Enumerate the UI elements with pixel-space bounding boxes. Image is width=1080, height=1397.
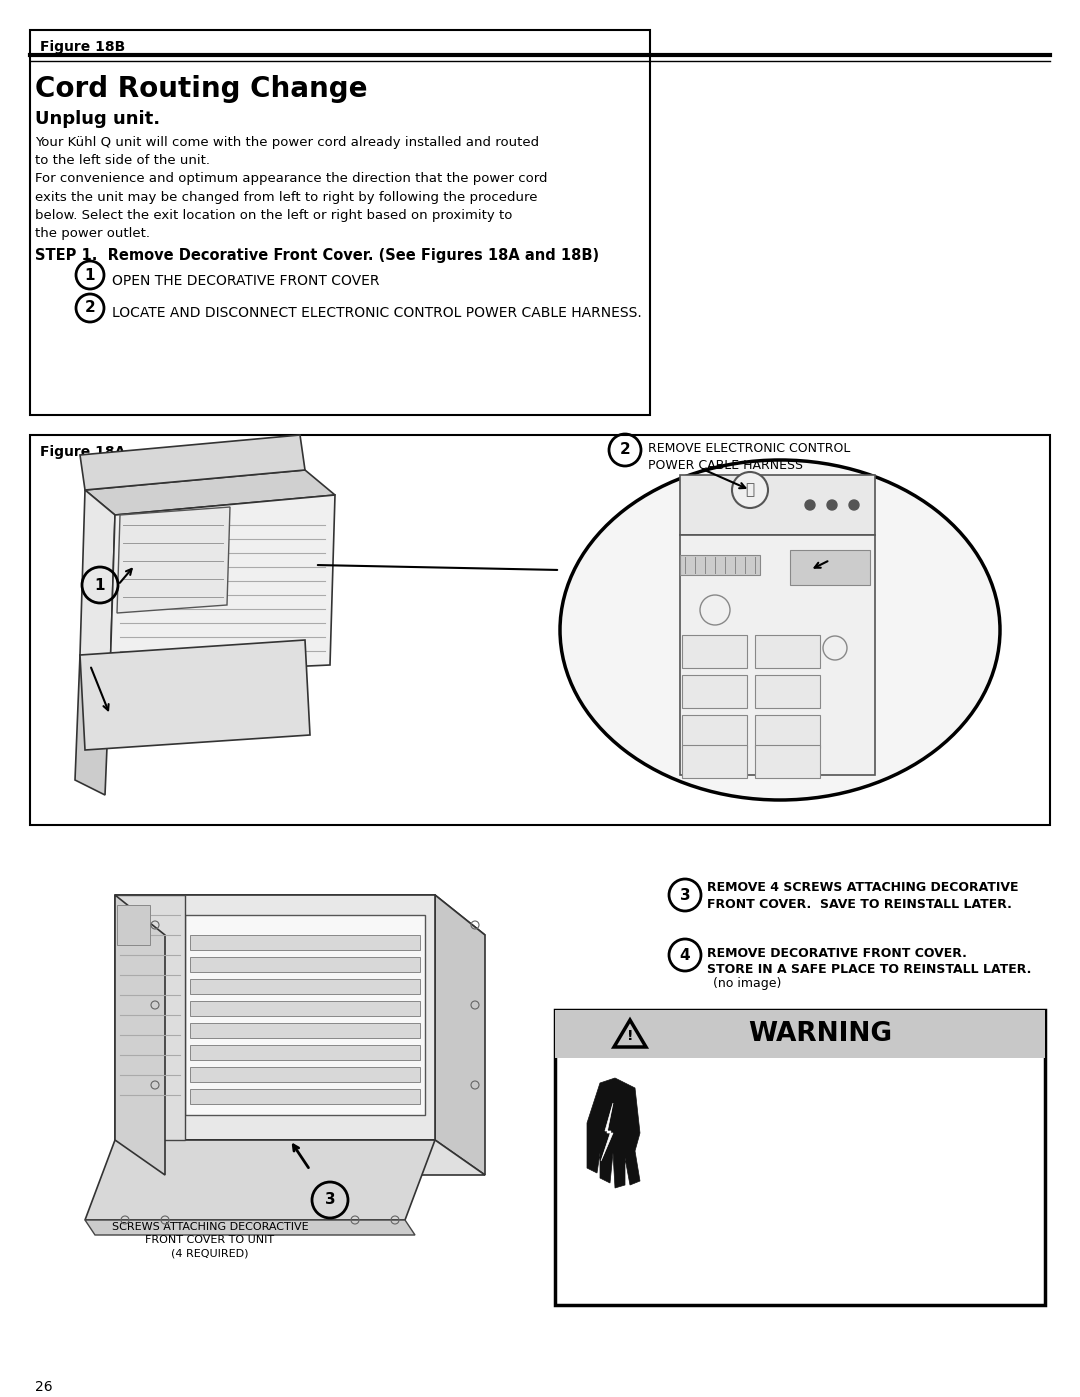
Text: WARNING: WARNING bbox=[748, 1021, 892, 1046]
Circle shape bbox=[732, 472, 768, 509]
Polygon shape bbox=[117, 507, 230, 613]
Text: 1: 1 bbox=[95, 577, 105, 592]
Polygon shape bbox=[681, 675, 747, 708]
Text: REMOVE 4 SCREWS ATTACHING DECORATIVE
FRONT COVER.  SAVE TO REINSTALL LATER.: REMOVE 4 SCREWS ATTACHING DECORATIVE FRO… bbox=[707, 882, 1018, 911]
Text: For convenience and optimum appearance the direction that the power cord
exits t: For convenience and optimum appearance t… bbox=[35, 172, 548, 240]
Circle shape bbox=[795, 560, 805, 570]
Polygon shape bbox=[110, 495, 335, 675]
Polygon shape bbox=[190, 1002, 420, 1016]
Bar bbox=[555, 1010, 1045, 1305]
Polygon shape bbox=[190, 979, 420, 995]
Polygon shape bbox=[80, 434, 305, 490]
Ellipse shape bbox=[561, 460, 1000, 800]
Polygon shape bbox=[755, 636, 820, 668]
Polygon shape bbox=[680, 475, 875, 535]
Text: (no image): (no image) bbox=[713, 977, 781, 990]
Polygon shape bbox=[114, 895, 165, 1175]
Polygon shape bbox=[190, 1090, 420, 1104]
Polygon shape bbox=[190, 957, 420, 972]
Polygon shape bbox=[80, 490, 114, 675]
Bar bbox=[30, 434, 1050, 826]
Circle shape bbox=[700, 595, 730, 624]
Text: Your Kühl Q unit will come with the power cord already installed and routed
to t: Your Kühl Q unit will come with the powe… bbox=[35, 136, 539, 168]
Bar bbox=[30, 29, 650, 415]
Text: !: ! bbox=[626, 1030, 633, 1044]
Text: Do not use plug adapters.
Do not use an extension cord.
Do not remove ground pro: Do not use plug adapters. Do not use an … bbox=[667, 1153, 854, 1204]
Polygon shape bbox=[755, 715, 820, 747]
Polygon shape bbox=[680, 535, 875, 775]
Text: STEP 1.  Remove Decorative Front Cover. (See Figures 18A and 18B): STEP 1. Remove Decorative Front Cover. (… bbox=[35, 249, 599, 263]
Text: 4: 4 bbox=[679, 947, 690, 963]
Bar bbox=[555, 1010, 1045, 1058]
Polygon shape bbox=[85, 1140, 435, 1220]
Text: 1: 1 bbox=[84, 267, 95, 282]
Polygon shape bbox=[85, 1220, 415, 1235]
Polygon shape bbox=[681, 715, 747, 747]
Polygon shape bbox=[681, 745, 747, 778]
Text: OPEN THE DECORATIVE FRONT COVER: OPEN THE DECORATIVE FRONT COVER bbox=[112, 274, 379, 288]
Circle shape bbox=[816, 560, 827, 570]
Text: 2: 2 bbox=[620, 443, 631, 457]
Circle shape bbox=[827, 500, 837, 510]
Polygon shape bbox=[114, 1140, 485, 1175]
Polygon shape bbox=[117, 905, 150, 944]
Text: 3: 3 bbox=[679, 887, 690, 902]
Polygon shape bbox=[185, 915, 426, 1115]
Polygon shape bbox=[789, 550, 870, 585]
Circle shape bbox=[839, 560, 849, 570]
Text: REMOVE ELECTRONIC CONTROL
POWER CABLE HARNESS: REMOVE ELECTRONIC CONTROL POWER CABLE HA… bbox=[648, 441, 850, 472]
Polygon shape bbox=[190, 1067, 420, 1083]
Polygon shape bbox=[190, 1045, 420, 1060]
Text: 2: 2 bbox=[84, 300, 95, 316]
Polygon shape bbox=[114, 895, 485, 935]
Circle shape bbox=[805, 500, 815, 510]
Text: Always plug into a grounded 3 prong oulet.
Failure to follow these instructions : Always plug into a grounded 3 prong oule… bbox=[667, 1213, 963, 1261]
Circle shape bbox=[849, 500, 859, 510]
Polygon shape bbox=[190, 935, 420, 950]
Circle shape bbox=[823, 636, 847, 659]
Polygon shape bbox=[114, 895, 185, 1140]
Polygon shape bbox=[80, 640, 310, 750]
Polygon shape bbox=[755, 745, 820, 778]
Text: Make sure your electrical receptacle has the
same configuration as your air cond: Make sure your electrical receptacle has… bbox=[667, 1088, 967, 1137]
Text: 26: 26 bbox=[35, 1380, 53, 1394]
Text: SCREWS ATTACHING DECORACTIVE
FRONT COVER TO UNIT
(4 REQUIRED): SCREWS ATTACHING DECORACTIVE FRONT COVER… bbox=[111, 1222, 308, 1259]
Polygon shape bbox=[75, 655, 110, 795]
Polygon shape bbox=[435, 895, 485, 1175]
Text: Unplug unit.: Unplug unit. bbox=[35, 110, 160, 129]
Text: LOCATE AND DISCONNECT ELECTRONIC CONTROL POWER CABLE HARNESS.: LOCATE AND DISCONNECT ELECTRONIC CONTROL… bbox=[112, 306, 642, 320]
Text: Figure 18A: Figure 18A bbox=[40, 446, 125, 460]
Polygon shape bbox=[681, 636, 747, 668]
Text: Electrical Shock Hazard: Electrical Shock Hazard bbox=[667, 1067, 869, 1083]
Text: ⏻: ⏻ bbox=[745, 482, 755, 497]
Text: Figure 18B: Figure 18B bbox=[40, 41, 125, 54]
Polygon shape bbox=[755, 675, 820, 708]
Text: Cord Routing Change: Cord Routing Change bbox=[35, 75, 367, 103]
Polygon shape bbox=[680, 555, 760, 576]
Polygon shape bbox=[114, 895, 435, 1140]
Text: 3: 3 bbox=[325, 1193, 335, 1207]
Text: STORE IN A SAFE PLACE TO REINSTALL LATER.: STORE IN A SAFE PLACE TO REINSTALL LATER… bbox=[707, 963, 1031, 977]
Polygon shape bbox=[588, 1078, 640, 1187]
Polygon shape bbox=[85, 469, 335, 515]
Text: REMOVE DECORATIVE FRONT COVER.: REMOVE DECORATIVE FRONT COVER. bbox=[707, 947, 967, 960]
Polygon shape bbox=[190, 1023, 420, 1038]
Polygon shape bbox=[600, 1104, 613, 1161]
